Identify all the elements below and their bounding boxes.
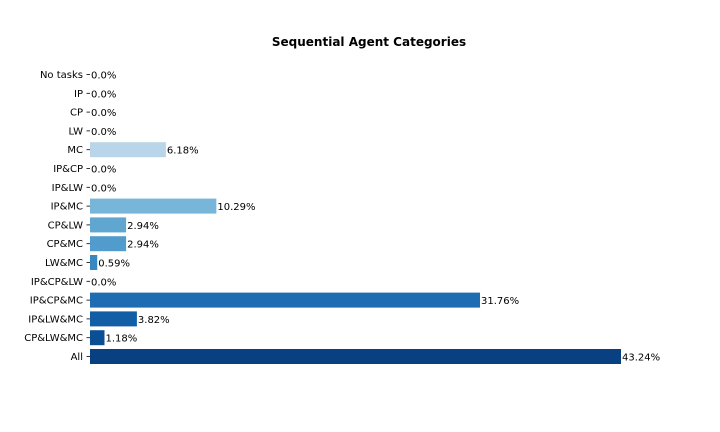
y-tick-label: CP&MC: [47, 239, 83, 250]
y-tick-label: IP&CP&MC: [30, 296, 83, 307]
data-label: 0.59%: [98, 259, 130, 270]
data-label: 0.0%: [91, 277, 116, 288]
y-tick-label: LW&MC: [45, 258, 83, 269]
bar-all: [90, 349, 621, 364]
bar-cp-mc: [90, 236, 127, 252]
y-tick-label: IP: [74, 89, 83, 100]
bar-ip-cp-mc: [90, 292, 481, 308]
y-tick-label: All: [71, 352, 83, 363]
data-label: 0.0%: [91, 183, 116, 194]
data-label: 2.94%: [127, 221, 159, 232]
data-label: 1.18%: [105, 334, 137, 345]
y-tick-label: IP&MC: [51, 202, 83, 213]
y-tick-label: IP&CP: [53, 164, 83, 175]
y-tick-label: MC: [67, 145, 83, 156]
bar-cp-lw: [90, 217, 127, 233]
y-tick-label: IP&LW&MC: [28, 314, 83, 325]
y-tick-label: IP&CP&LW: [31, 277, 83, 288]
data-label: 2.94%: [127, 240, 159, 251]
y-tick-label: CP&LW: [48, 220, 83, 231]
y-tick-label: CP: [70, 108, 83, 119]
chart-title: Sequential Agent Categories: [272, 35, 466, 49]
bar-ip-lw-mc: [90, 311, 137, 327]
data-label: 31.76%: [481, 296, 519, 307]
data-label: 0.0%: [91, 127, 116, 138]
y-tick-label: CP&LW&MC: [24, 333, 83, 344]
y-tick-label: LW: [68, 126, 83, 137]
data-label: 0.0%: [91, 89, 116, 100]
data-label: 0.0%: [91, 165, 116, 176]
data-label: 43.24%: [622, 353, 660, 364]
data-label: 3.82%: [138, 315, 170, 326]
bar-lw-mc: [90, 255, 98, 270]
data-label: 0.0%: [91, 108, 116, 119]
y-tick-label: No tasks: [40, 70, 83, 81]
y-tick-label: IP&LW: [52, 183, 83, 194]
data-label: 6.18%: [167, 146, 199, 157]
data-label: 10.29%: [217, 202, 255, 213]
bar-mc: [90, 142, 166, 158]
bar-cp-lw-mc: [90, 330, 105, 346]
data-label: 0.0%: [91, 71, 116, 82]
bar-ip-mc: [90, 198, 217, 214]
